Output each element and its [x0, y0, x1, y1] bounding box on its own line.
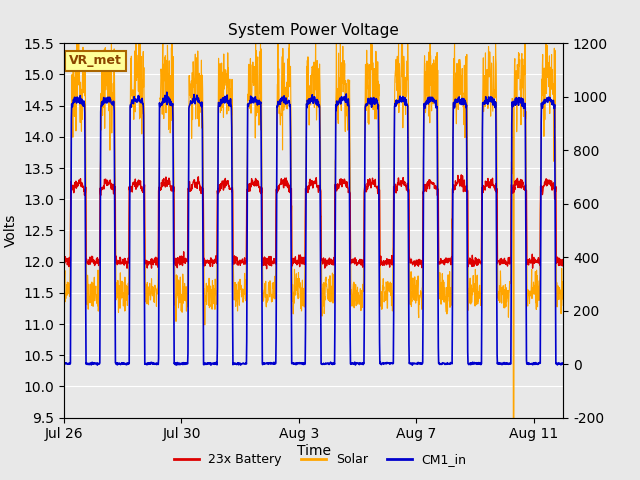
CM1_in — [60, 361, 68, 367]
CM1_in — [142, 361, 150, 367]
Solar — [559, 302, 567, 308]
23x Battery — [74, 180, 82, 186]
23x Battery — [450, 182, 458, 188]
CM1_in — [163, 89, 171, 95]
Solar — [74, 26, 81, 32]
Solar — [450, 56, 458, 61]
Solar — [328, 270, 336, 276]
CM1_in — [186, 104, 193, 109]
Line: Solar: Solar — [64, 29, 563, 424]
23x Battery — [328, 257, 336, 263]
23x Battery — [171, 256, 179, 262]
Solar — [143, 291, 150, 297]
CM1_in — [408, 362, 416, 368]
23x Battery — [60, 259, 68, 265]
X-axis label: Time: Time — [296, 444, 331, 458]
Solar — [186, 72, 193, 78]
Solar — [74, 72, 82, 78]
Y-axis label: Volts: Volts — [4, 214, 18, 247]
23x Battery — [458, 172, 465, 178]
Line: 23x Battery: 23x Battery — [64, 175, 563, 269]
CM1_in — [450, 104, 458, 109]
23x Battery — [559, 259, 567, 265]
Text: VR_met: VR_met — [69, 54, 122, 67]
Solar — [60, 279, 68, 285]
CM1_in — [74, 96, 82, 102]
23x Battery — [263, 266, 271, 272]
Solar — [509, 421, 517, 427]
Solar — [172, 302, 179, 308]
CM1_in — [172, 360, 179, 366]
CM1_in — [559, 361, 567, 367]
23x Battery — [185, 189, 193, 194]
Legend: 23x Battery, Solar, CM1_in: 23x Battery, Solar, CM1_in — [168, 448, 472, 471]
CM1_in — [328, 361, 336, 367]
Line: CM1_in: CM1_in — [64, 92, 563, 365]
Title: System Power Voltage: System Power Voltage — [228, 23, 399, 38]
23x Battery — [142, 260, 150, 265]
